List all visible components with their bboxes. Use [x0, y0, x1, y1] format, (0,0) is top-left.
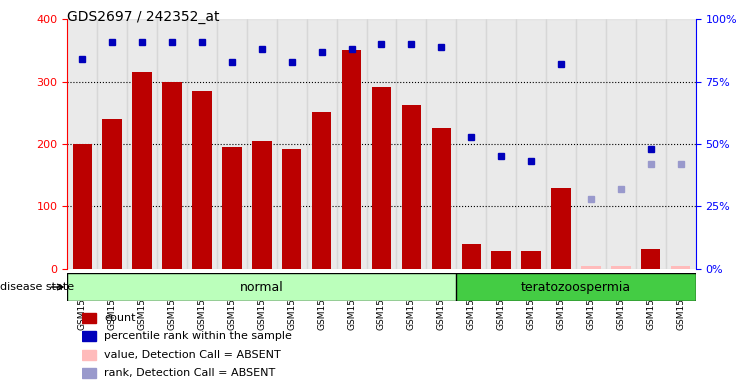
Bar — [671, 266, 690, 269]
Bar — [546, 19, 576, 269]
Bar — [82, 313, 96, 323]
Text: value, Detection Call = ABSENT: value, Detection Call = ABSENT — [104, 349, 281, 360]
Bar — [432, 128, 451, 269]
Text: rank, Detection Call = ABSENT: rank, Detection Call = ABSENT — [104, 368, 275, 378]
Text: disease state: disease state — [0, 282, 74, 292]
Bar — [247, 19, 277, 269]
Bar — [342, 50, 361, 269]
Bar — [217, 19, 247, 269]
Bar — [67, 273, 456, 301]
Bar — [666, 19, 696, 269]
Bar — [576, 19, 606, 269]
Bar — [402, 105, 421, 269]
Bar — [102, 119, 122, 269]
Bar — [456, 273, 696, 301]
Bar — [521, 251, 541, 269]
Bar — [396, 19, 426, 269]
Bar — [82, 368, 96, 378]
Bar — [456, 19, 486, 269]
Bar — [486, 19, 516, 269]
Bar — [307, 19, 337, 269]
Bar — [82, 331, 96, 341]
Bar — [222, 147, 242, 269]
Bar — [462, 244, 481, 269]
Bar — [426, 19, 456, 269]
Bar — [162, 82, 182, 269]
Text: count: count — [104, 313, 136, 323]
Bar — [67, 19, 97, 269]
Bar — [611, 266, 631, 269]
Bar — [277, 19, 307, 269]
Bar — [636, 19, 666, 269]
Bar — [551, 188, 571, 269]
Bar — [187, 19, 217, 269]
Bar — [516, 19, 546, 269]
Text: percentile rank within the sample: percentile rank within the sample — [104, 331, 292, 341]
Text: GDS2697 / 242352_at: GDS2697 / 242352_at — [67, 10, 220, 23]
Bar — [606, 19, 636, 269]
Bar — [132, 72, 152, 269]
Bar — [641, 249, 660, 269]
Bar — [127, 19, 157, 269]
Bar — [82, 349, 96, 360]
Bar — [372, 87, 391, 269]
Bar — [312, 112, 331, 269]
Text: teratozoospermia: teratozoospermia — [521, 281, 631, 293]
Bar — [192, 91, 212, 269]
Bar — [73, 144, 92, 269]
Bar — [581, 266, 601, 269]
Bar — [97, 19, 127, 269]
Bar — [282, 149, 301, 269]
Bar — [367, 19, 396, 269]
Bar — [157, 19, 187, 269]
Text: normal: normal — [240, 281, 283, 293]
Bar — [491, 252, 511, 269]
Bar — [252, 141, 272, 269]
Bar — [337, 19, 367, 269]
